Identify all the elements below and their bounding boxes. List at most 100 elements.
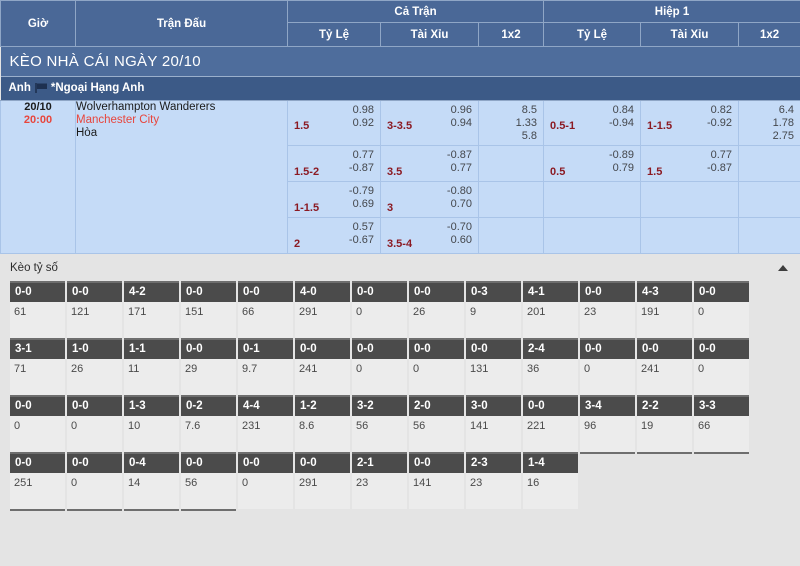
cell-h1-1x2[interactable]	[739, 218, 800, 254]
match-teams-cell: Wolverhampton Wanderers Manchester City …	[76, 101, 288, 254]
cell-h1-handicap[interactable]	[544, 218, 641, 254]
score-card-odd: 23	[352, 473, 407, 489]
handicap-line: 2	[294, 238, 300, 250]
odds-row[interactable]: 20/10 20:00 Wolverhampton Wanderers Manc…	[1, 101, 800, 146]
score-card-odd: 66	[694, 416, 749, 432]
caret-up-icon[interactable]	[778, 265, 788, 271]
score-card-score: 3-4	[580, 397, 635, 416]
score-card-score: 2-2	[637, 397, 692, 416]
cell-h1-1x2[interactable]	[739, 182, 800, 218]
score-card-odd: 0	[694, 302, 749, 318]
score-card-score: 0-0	[10, 454, 65, 473]
score-card-placeholder	[694, 452, 749, 509]
score-card-placeholder	[181, 509, 236, 566]
over-under-line: 1-1.5	[647, 120, 672, 132]
score-card-odd: 66	[238, 302, 293, 318]
cell-h1-over-under[interactable]: 0.77-0.87 1.5	[641, 146, 739, 182]
cell-ft-1x2[interactable]	[479, 146, 544, 182]
score-card-placeholder	[10, 509, 65, 566]
score-card-score: 0-0	[10, 283, 65, 302]
score-card-odd: 23	[580, 302, 635, 318]
score-card-odd: 14	[124, 473, 179, 489]
score-card-score: 0-3	[466, 283, 521, 302]
cell-h1-handicap[interactable]: 0.84-0.94 0.5-1	[544, 101, 641, 146]
cell-h1-over-under[interactable]: 0.82-0.92 1-1.5	[641, 101, 739, 146]
league-bar[interactable]: Anh*Ngoại Hạng Anh	[1, 77, 800, 101]
cell-ft-1x2[interactable]	[479, 182, 544, 218]
odds-value: 8.5	[485, 104, 537, 117]
odds-table: Giờ Trận Đấu Cả Trận Hiệp 1 Tỷ Lệ Tài Xỉ…	[0, 0, 800, 254]
score-card-odd: 131	[466, 359, 521, 375]
cell-h1-handicap[interactable]	[544, 182, 641, 218]
score-card-score: 0-0	[352, 340, 407, 359]
cell-h1-over-under[interactable]	[641, 218, 739, 254]
score-card-odd: 241	[637, 359, 692, 375]
cell-ft-handicap[interactable]: 0.77-0.87 1.5-2	[288, 146, 381, 182]
cell-h1-over-under[interactable]	[641, 182, 739, 218]
score-card-score: 0-0	[67, 397, 122, 416]
cell-ft-1x2[interactable]	[479, 218, 544, 254]
score-card-odd: 11	[124, 359, 179, 375]
cell-ft-handicap[interactable]: 0.57-0.67 2	[288, 218, 381, 254]
cell-h1-1x2[interactable]	[739, 146, 800, 182]
